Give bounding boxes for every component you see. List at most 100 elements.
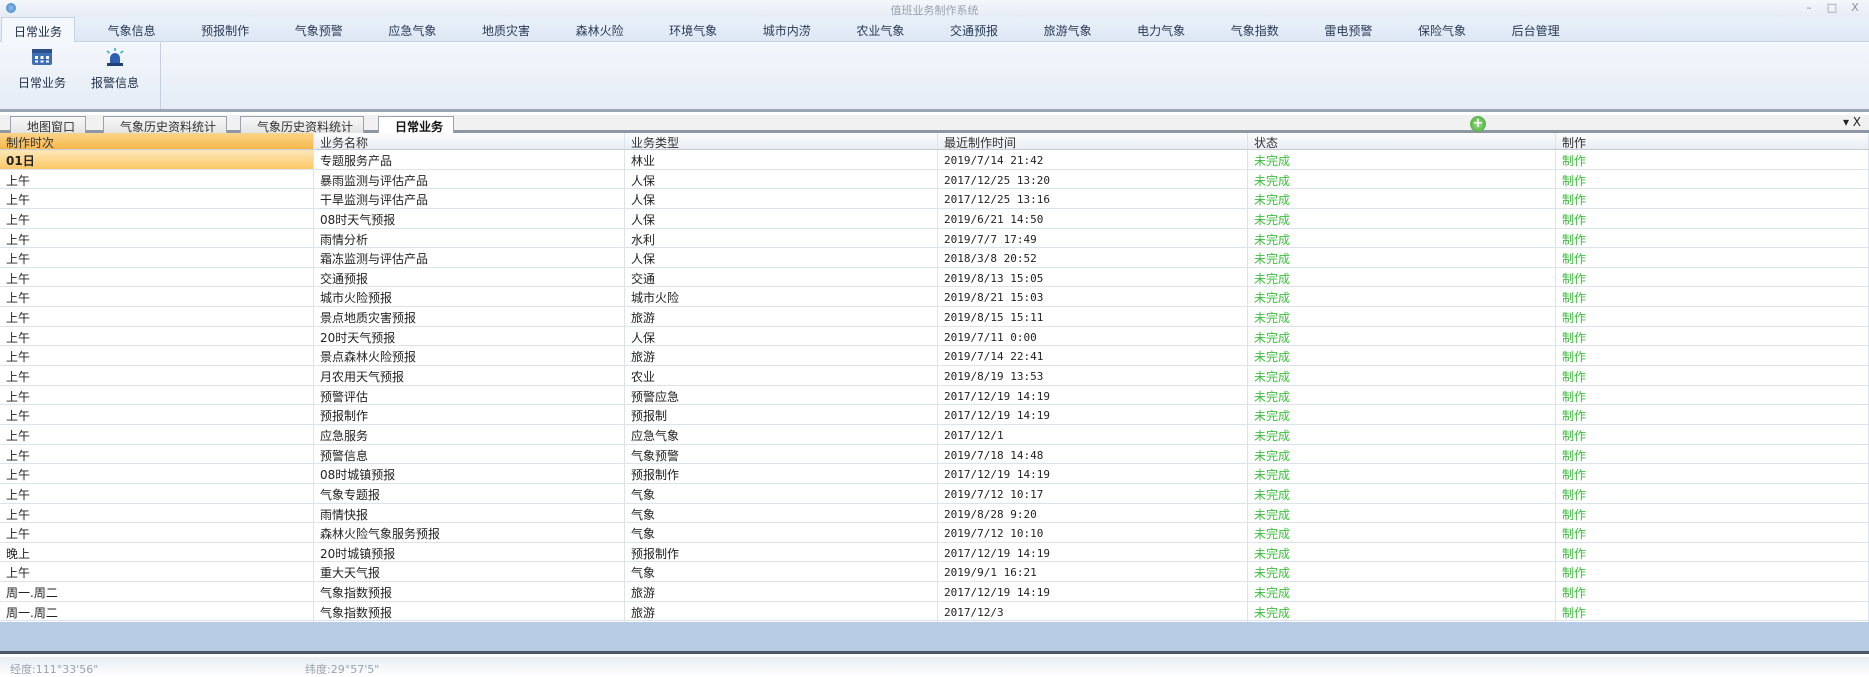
menu-item-14[interactable]: 雷电预警: [1324, 24, 1373, 38]
table-row[interactable]: 上午 霜冻监测与评估产品 人保 2018/3/8 20:52 未完成 制作: [0, 248, 1869, 268]
make-link[interactable]: 制作: [1556, 582, 1869, 601]
table-row[interactable]: 上午 城市火险预报 城市火险 2019/8/21 15:03 未完成 制作: [0, 287, 1869, 308]
make-link[interactable]: 制作: [1556, 267, 1869, 287]
cell-last-made-time: 2019/8/15 15:11: [938, 307, 1248, 326]
cell-time-slot: 上午: [0, 326, 314, 346]
column-header-time-slot[interactable]: 制作时次: [0, 133, 314, 149]
table-row[interactable]: 上午 景点地质灾害预报 旅游 2019/8/15 15:11 未完成 制作: [0, 307, 1869, 327]
tab-menu-close-button[interactable]: ▾ X: [1842, 115, 1861, 129]
table-row[interactable]: 上午 气象专题报 气象 2019/7/12 10:17 未完成 制作: [0, 483, 1869, 504]
make-link[interactable]: 制作: [1556, 346, 1869, 366]
cell-business-type: 交通: [625, 267, 938, 287]
make-link[interactable]: 制作: [1556, 385, 1869, 405]
table-row[interactable]: 上午 月农用天气预报 农业 2019/8/19 13:53 未完成 制作: [0, 366, 1869, 386]
make-link[interactable]: 制作: [1556, 208, 1869, 228]
menu-item-11[interactable]: 旅游气象: [1043, 24, 1092, 38]
menu-item-12[interactable]: 电力气象: [1137, 24, 1186, 38]
make-link[interactable]: 制作: [1556, 503, 1869, 523]
menu-item-16[interactable]: 后台管理: [1511, 24, 1560, 38]
make-link[interactable]: 制作: [1556, 523, 1869, 542]
make-link[interactable]: 制作: [1556, 483, 1869, 503]
cell-business-name: 预报制作: [314, 405, 625, 424]
tab-weather-history-stats-2[interactable]: 气象历史资料统计: [240, 116, 365, 134]
make-link[interactable]: 制作: [1556, 326, 1869, 346]
table-row[interactable]: 上午 重大天气报 气象 2019/9/1 16:21 未完成 制作: [0, 562, 1869, 583]
column-header-status[interactable]: 状态: [1248, 133, 1556, 149]
make-link[interactable]: 制作: [1556, 464, 1869, 483]
maximize-button[interactable]: □: [1826, 1, 1838, 14]
table-row[interactable]: 01日 专题服务产品 林业 2019/7/14 21:42 未完成 制作: [0, 150, 1869, 170]
make-link[interactable]: 制作: [1556, 307, 1869, 326]
cell-time-slot: 上午: [0, 267, 314, 287]
column-header-business-type[interactable]: 业务类型: [625, 133, 938, 149]
make-link[interactable]: 制作: [1556, 424, 1869, 444]
minimize-button[interactable]: –: [1806, 1, 1812, 14]
close-button[interactable]: X: [1851, 1, 1859, 14]
menu-item-7[interactable]: 环境气象: [669, 24, 718, 38]
table-row[interactable]: 晚上 20时城镇预报 预报制作 2017/12/19 14:19 未完成 制作: [0, 542, 1869, 563]
column-header-last-made-time[interactable]: 最近制作时间: [938, 133, 1248, 149]
table-row[interactable]: 上午 应急服务 应急气象 2017/12/1 未完成 制作: [0, 424, 1869, 445]
table-row[interactable]: 上午 雨情快报 气象 2019/8/28 9:20 未完成 制作: [0, 503, 1869, 524]
cell-business-type: 旅游: [625, 346, 938, 366]
menu-item-9[interactable]: 农业气象: [856, 24, 905, 38]
menu-item-1[interactable]: 气象信息: [107, 24, 156, 38]
tab-weather-history-stats-1[interactable]: 气象历史资料统计: [103, 116, 228, 134]
table-row[interactable]: 上午 预报制作 预报制 2017/12/19 14:19 未完成 制作: [0, 405, 1869, 425]
make-link[interactable]: 制作: [1556, 189, 1869, 208]
menu-item-8[interactable]: 城市内涝: [762, 24, 811, 38]
table-row[interactable]: 上午 08时城镇预报 预报制作 2017/12/19 14:19 未完成 制作: [0, 464, 1869, 484]
make-link[interactable]: 制作: [1556, 562, 1869, 582]
alarm-light-icon: [106, 48, 124, 66]
cell-status: 未完成: [1248, 483, 1556, 503]
table-row[interactable]: 上午 20时天气预报 人保 2019/7/11 0:00 未完成 制作: [0, 326, 1869, 347]
column-header-make-action[interactable]: 制作: [1556, 133, 1869, 149]
cell-business-type: 林业: [625, 150, 938, 169]
make-link[interactable]: 制作: [1556, 444, 1869, 464]
make-link[interactable]: 制作: [1556, 601, 1869, 621]
menu-item-4[interactable]: 应急气象: [388, 24, 437, 38]
table-row[interactable]: 上午 森林火险气象服务预报 气象 2019/7/12 10:10 未完成 制作: [0, 523, 1869, 543]
table-row[interactable]: 上午 交通预报 交通 2019/8/13 15:05 未完成 制作: [0, 267, 1869, 288]
table-row[interactable]: 上午 雨情分析 水利 2019/7/7 17:49 未完成 制作: [0, 228, 1869, 249]
make-link[interactable]: 制作: [1556, 287, 1869, 307]
table-row[interactable]: 上午 景点森林火险预报 旅游 2019/7/14 22:41 未完成 制作: [0, 346, 1869, 367]
ribbon-alarm-info-button[interactable]: 报警信息: [85, 48, 145, 91]
table-row[interactable]: 上午 08时天气预报 人保 2019/6/21 14:50 未完成 制作: [0, 208, 1869, 229]
table-row[interactable]: 上午 预警信息 气象预警 2019/7/18 14:48 未完成 制作: [0, 444, 1869, 465]
cell-business-type: 预报制: [625, 405, 938, 424]
menu-item-6[interactable]: 森林火险: [575, 24, 624, 38]
cell-business-type: 气象: [625, 562, 938, 582]
menu-item-2[interactable]: 预报制作: [201, 24, 250, 38]
column-header-business-name[interactable]: 业务名称: [314, 133, 625, 149]
table-row[interactable]: 周一.周二 气象指数预报 旅游 2017/12/3 未完成 制作: [0, 601, 1869, 622]
menu-item-0[interactable]: 日常业务: [0, 17, 76, 43]
business-table: 制作时次 业务名称 业务类型 最近制作时间 状态 制作 01日 专题服务产品 林业 2019/7/…: [0, 133, 1869, 642]
cell-business-type: 水利: [625, 228, 938, 248]
make-link[interactable]: 制作: [1556, 228, 1869, 248]
menu-item-13[interactable]: 气象指数: [1230, 24, 1279, 38]
menu-item-15[interactable]: 保险气象: [1417, 24, 1467, 38]
cell-business-name: 08时城镇预报: [314, 464, 625, 483]
make-link[interactable]: 制作: [1556, 366, 1869, 385]
make-link[interactable]: 制作: [1556, 150, 1869, 169]
table-row[interactable]: 上午 预警评估 预警应急 2017/12/19 14:19 未完成 制作: [0, 385, 1869, 406]
table-row[interactable]: 上午 干旱监测与评估产品 人保 2017/12/25 13:16 未完成 制作: [0, 189, 1869, 209]
cell-business-type: 城市火险: [625, 287, 938, 307]
table-row[interactable]: 上午 暴雨监测与评估产品 人保 2017/12/25 13:20 未完成 制作: [0, 169, 1869, 190]
table-row[interactable]: 周一.周二 气象指数预报 旅游 2017/12/19 14:19 未完成 制作: [0, 582, 1869, 602]
cell-status: 未完成: [1248, 169, 1556, 189]
menu-item-10[interactable]: 交通预报: [949, 24, 999, 38]
add-tab-icon[interactable]: +: [1470, 116, 1486, 132]
tab-map-window[interactable]: 地图窗口: [10, 116, 87, 134]
menu-item-5[interactable]: 地质灾害: [481, 24, 531, 38]
tab-daily-business[interactable]: 日常业务: [378, 116, 455, 134]
cell-business-name: 气象指数预报: [314, 582, 625, 601]
cell-business-name: 城市火险预报: [314, 287, 625, 307]
ribbon-daily-business-button[interactable]: 日常业务: [12, 48, 72, 91]
make-link[interactable]: 制作: [1556, 542, 1869, 562]
menu-item-3[interactable]: 气象预警: [294, 24, 343, 38]
make-link[interactable]: 制作: [1556, 405, 1869, 424]
make-link[interactable]: 制作: [1556, 248, 1869, 267]
make-link[interactable]: 制作: [1556, 169, 1869, 189]
